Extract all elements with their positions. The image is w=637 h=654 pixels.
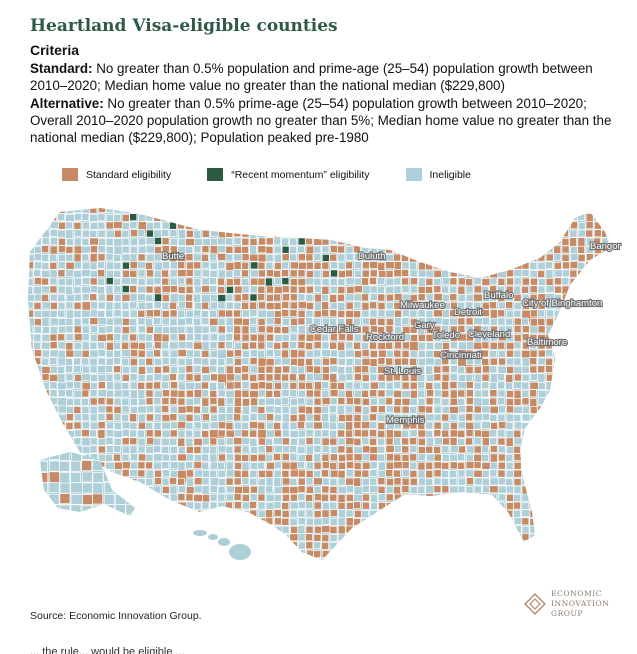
- legend-swatch-momentum: [207, 168, 224, 181]
- legend: Standard eligibility “Recent momentum” e…: [62, 168, 507, 181]
- city-label-binghamton: City of Binghamton: [522, 298, 602, 309]
- logo-line-1: ECONOMIC: [551, 589, 603, 598]
- city-label-duluth: Duluth: [358, 251, 385, 262]
- city-label-cleveland: Cleveland: [468, 329, 510, 340]
- legend-standard: Standard eligibility: [62, 168, 171, 181]
- criteria-alternative: Alternative: No greater than 0.5% prime-…: [30, 95, 620, 146]
- city-labels: Bangor Butte Duluth Buffalo City of Bing…: [161, 240, 622, 427]
- city-label-rockford: Rockford: [366, 332, 404, 343]
- city-label-milwaukee: Milwaukee: [400, 300, 445, 311]
- city-label-st-louis: St. Louis: [384, 366, 421, 377]
- city-label-detroit: Detroit: [454, 307, 482, 318]
- standard-text: No greater than 0.5% population and prim…: [30, 61, 593, 93]
- hawaii-islands: [193, 530, 251, 560]
- city-label-buffalo: Buffalo: [484, 290, 513, 301]
- city-label-cedar-falls: Cedar Falls: [310, 324, 359, 335]
- legend-label-standard: Standard eligibility: [86, 168, 172, 181]
- legend-momentum: “Recent momentum” eligibility: [207, 168, 370, 181]
- city-label-baltimore: Baltimore: [527, 337, 567, 348]
- us-county-map: Bangor Butte Duluth Buffalo City of Bing…: [28, 208, 622, 560]
- trailing-body-text: ... the rule... would be eligible ...: [30, 646, 185, 654]
- city-label-cincinnati: Cincinnati: [440, 350, 482, 361]
- city-label-butte: Butte: [162, 251, 184, 262]
- criteria-standard: Standard: No greater than 0.5% populatio…: [30, 60, 620, 94]
- city-label-memphis: Memphis: [386, 415, 425, 426]
- alternative-label: Alternative:: [30, 96, 104, 111]
- legend-label-momentum: “Recent momentum” eligibility: [231, 168, 370, 181]
- legend-swatch-ineligible: [405, 168, 422, 181]
- source-note: Source: Economic Innovation Group.: [30, 610, 202, 622]
- eig-logo-icon: [524, 593, 546, 615]
- legend-label-ineligible: Ineligible: [429, 168, 471, 181]
- standard-label: Standard:: [30, 61, 93, 76]
- legend-swatch-standard: [62, 168, 78, 181]
- city-label-gary: Gary: [414, 320, 435, 331]
- alternative-text: No greater than 0.5% prime-age (25–54) p…: [30, 96, 612, 145]
- criteria-heading: Criteria: [30, 42, 80, 58]
- eig-logo-text: ECONOMIC INNOVATION GROUP: [551, 589, 609, 619]
- city-label-bangor: Bangor: [590, 241, 621, 252]
- legend-ineligible: Ineligible: [405, 168, 471, 181]
- logo-line-2: INNOVATION: [551, 599, 610, 608]
- eig-logo: ECONOMIC INNOVATION GROUP: [524, 589, 609, 619]
- map-title: Heartland Visa-eligible counties: [30, 16, 338, 36]
- county-cells: [28, 208, 610, 560]
- city-label-toledo: Toledo: [432, 330, 460, 341]
- logo-line-3: GROUP: [551, 609, 584, 618]
